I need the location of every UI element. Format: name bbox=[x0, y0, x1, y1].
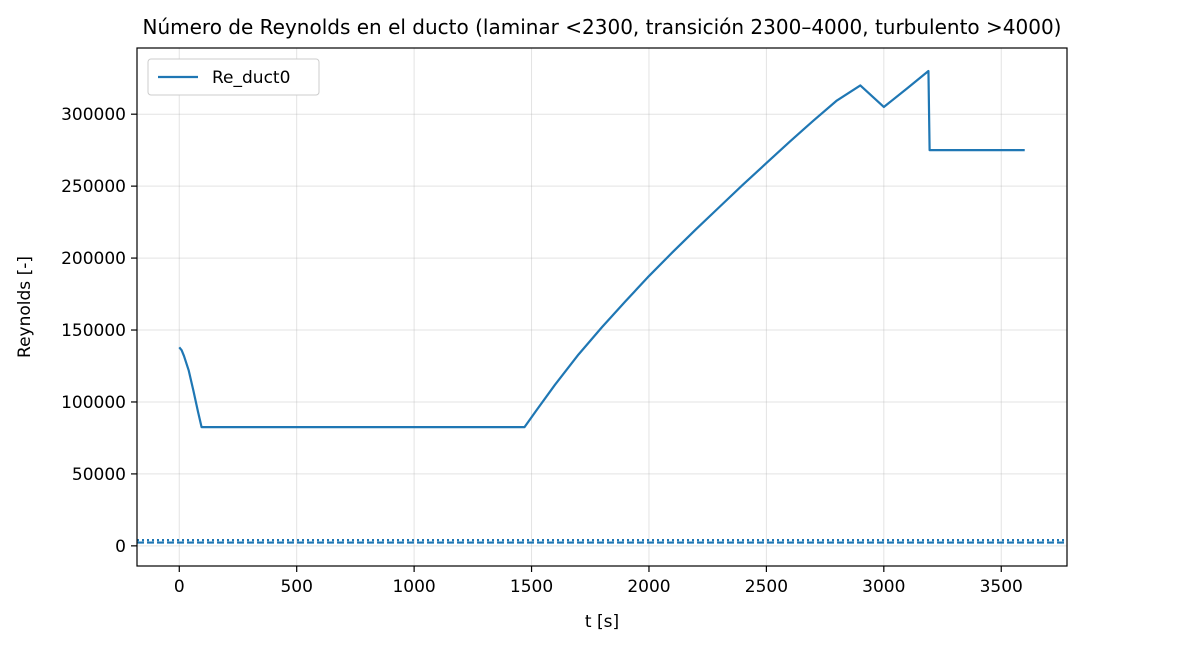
y-tick-label: 100000 bbox=[61, 393, 126, 413]
x-tick-label: 500 bbox=[280, 577, 312, 597]
y-tick-label: 200000 bbox=[61, 249, 126, 269]
y-tick-label: 250000 bbox=[61, 177, 126, 197]
x-tick-label: 1000 bbox=[392, 577, 435, 597]
x-tick-label: 3500 bbox=[980, 577, 1023, 597]
legend-label-re-duct0: Re_duct0 bbox=[212, 68, 290, 88]
y-tick-label: 0 bbox=[115, 537, 126, 557]
x-tick-label: 2000 bbox=[627, 577, 670, 597]
x-tick-label: 0 bbox=[174, 577, 185, 597]
x-axis-ticks: 0 500 1000 1500 2000 2500 3000 3500 bbox=[174, 566, 1023, 597]
chart-title: Número de Reynolds en el ducto (laminar … bbox=[143, 15, 1062, 39]
reference-lines bbox=[137, 538, 1067, 544]
x-tick-label: 2500 bbox=[745, 577, 788, 597]
plot-frame bbox=[136, 47, 1068, 567]
x-axis-label: t [s] bbox=[585, 612, 619, 632]
x-tick-label: 1500 bbox=[510, 577, 553, 597]
y-axis-label: Reynolds [-] bbox=[15, 256, 35, 358]
y-axis-ticks: 0 50000 100000 150000 200000 250000 300000 bbox=[61, 105, 137, 557]
series-line-re-duct0 bbox=[178, 69, 1025, 429]
y-tick-label: 150000 bbox=[61, 321, 126, 341]
legend-box bbox=[147, 58, 320, 96]
legend: Re_duct0 bbox=[147, 58, 320, 96]
series-group bbox=[178, 69, 1025, 429]
x-tick-label: 3000 bbox=[862, 577, 905, 597]
grid bbox=[137, 48, 1067, 566]
y-tick-label: 50000 bbox=[72, 465, 126, 485]
y-tick-label: 300000 bbox=[61, 105, 126, 125]
